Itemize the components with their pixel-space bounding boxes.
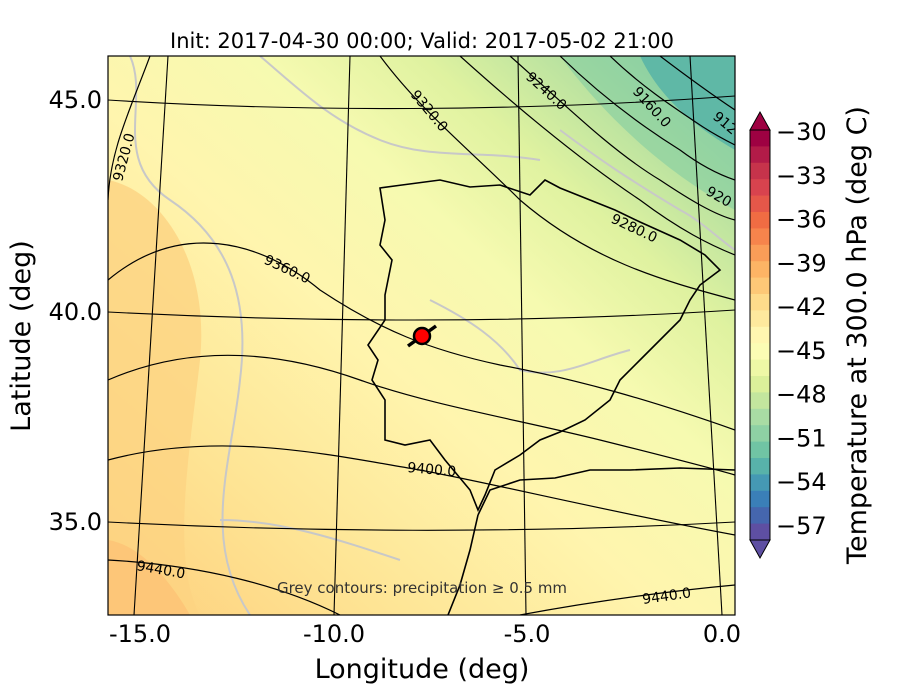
y-axis: 45.0 40.0 35.0 Latitude (deg) <box>6 86 102 536</box>
colorbar-swatch <box>750 228 770 246</box>
iberia-coastline <box>367 179 722 513</box>
colorbar-swatch <box>750 408 770 426</box>
colorbar-swatch <box>750 343 770 361</box>
colorbar-tick-label: −51 <box>776 424 827 452</box>
colorbar-swatch <box>750 359 770 377</box>
map-title: Init: 2017-04-30 00:00; Valid: 2017-05-0… <box>170 29 674 53</box>
location-marker <box>412 326 432 346</box>
colorbar-tick-labels: −30 −33 −36 −39 −42 −45 −48 −51 −54 −57 <box>776 118 827 540</box>
map-frame <box>107 55 736 616</box>
precipitation-note: Grey contours: precipitation ≥ 0.5 mm <box>277 579 567 597</box>
colorbar-swatch <box>750 277 770 295</box>
x-tick-label: 0.0 <box>703 620 741 648</box>
y-tick-label: 35.0 <box>49 508 102 536</box>
height-contours <box>108 56 735 615</box>
colorbar-swatch <box>750 244 770 262</box>
x-axis-label: Longitude (deg) <box>315 654 530 685</box>
colorbar-swatch <box>750 212 770 229</box>
colorbar-swatch <box>750 130 770 147</box>
x-axis: -15.0 -10.0 -5.0 0.0 Longitude (deg) <box>109 620 741 685</box>
colorbar-frame <box>749 129 771 541</box>
colorbar-swatch <box>750 326 770 344</box>
colorbar: −30 −33 −36 −39 −42 −45 −48 −51 −54 −57 Temperatu… <box>749 106 873 565</box>
colorbar-tick-label: −54 <box>776 468 827 496</box>
colorbar-max-extension <box>749 110 771 131</box>
colorbar-swatch <box>750 458 770 475</box>
colorbar-swatch <box>750 507 770 525</box>
colorbar-swatch <box>750 523 770 541</box>
colorbar-tick-label: −39 <box>776 249 827 277</box>
colorbar-swatch <box>750 162 770 180</box>
warm-region-sw <box>108 540 190 615</box>
y-tick-label: 45.0 <box>49 86 102 114</box>
contour-label: 9400.0 <box>407 460 457 480</box>
warm-region <box>108 180 202 615</box>
colorbar-label: Temperature at 300.0 hPa (deg C) <box>842 106 873 565</box>
colorbar-tick-label: −33 <box>776 162 827 190</box>
graticule-lines <box>108 56 735 615</box>
contour-label: 9440.0 <box>641 585 692 608</box>
colorbar-swatch <box>750 294 770 311</box>
x-tick-label: -5.0 <box>504 620 551 648</box>
colorbar-tick-label: −57 <box>776 512 827 540</box>
cold-region <box>640 56 735 150</box>
colorbar-tick-label: −42 <box>776 293 827 321</box>
colorbar-swatch <box>750 195 770 213</box>
y-tick-label: 40.0 <box>49 298 102 326</box>
colorbar-swatch <box>750 261 770 279</box>
colorbar-swatches <box>750 130 770 541</box>
x-tick-label: -15.0 <box>109 620 171 648</box>
colorbar-swatch <box>750 441 770 459</box>
colorbar-tick-label: −36 <box>776 206 827 234</box>
y-axis-label: Latitude (deg) <box>6 240 37 432</box>
colorbar-swatch <box>750 179 770 197</box>
colorbar-swatch <box>750 310 770 328</box>
colorbar-tick-label: −48 <box>776 381 827 409</box>
colorbar-swatch <box>750 392 770 410</box>
africa-coastline <box>447 467 735 615</box>
colorbar-swatch <box>750 474 770 492</box>
colorbar-swatch <box>750 146 770 164</box>
colorbar-swatch <box>750 376 770 393</box>
colorbar-swatch <box>750 425 770 443</box>
x-tick-label: -10.0 <box>303 620 365 648</box>
colorbar-min-extension <box>749 539 771 560</box>
colorbar-tick-label: −30 <box>776 118 827 146</box>
map-plot-area: 9320.0 9320.0 9240.0 9160.0 9280.0 920 9… <box>108 56 735 615</box>
colorbar-tick-label: −45 <box>776 337 827 365</box>
colorbar-swatch <box>750 490 770 508</box>
precipitation-contours <box>129 56 735 615</box>
